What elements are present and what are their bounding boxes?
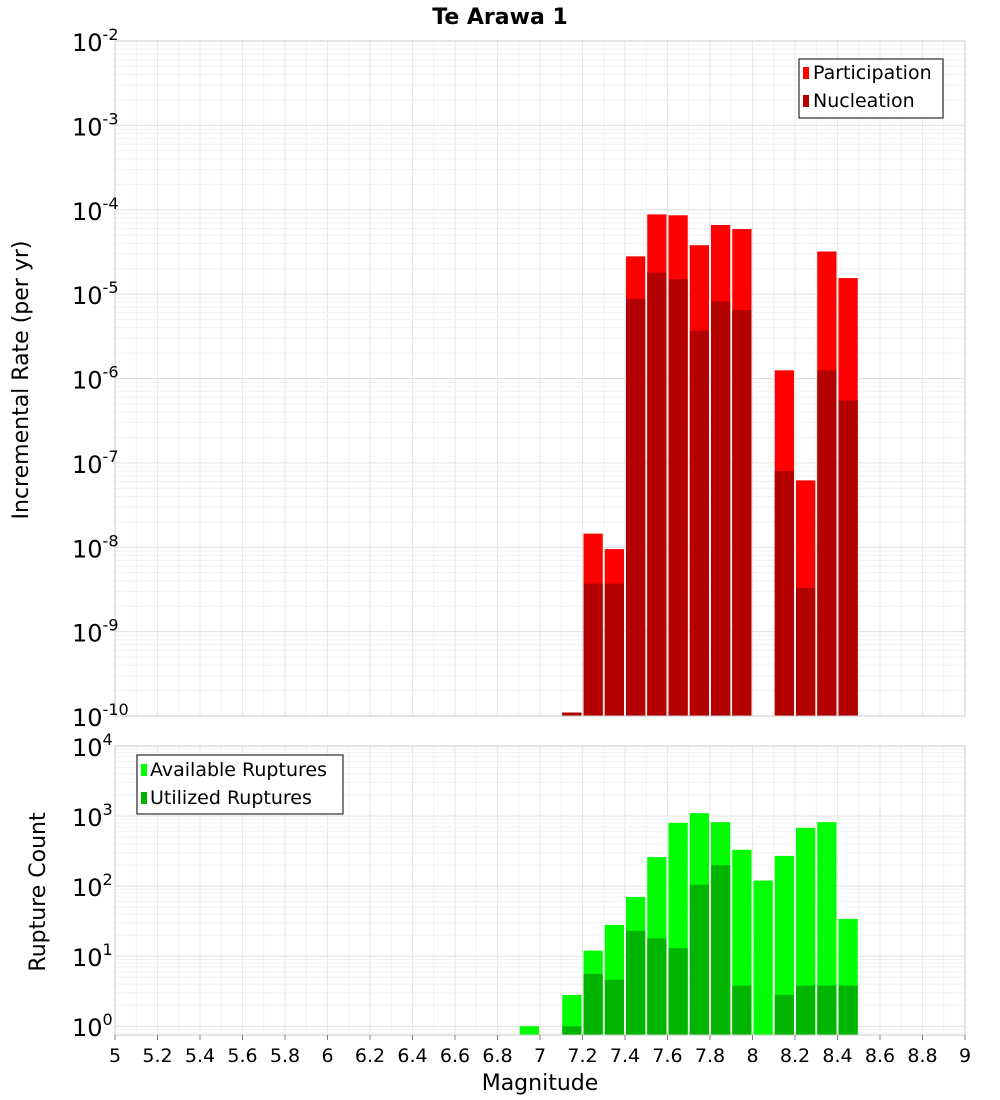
x-tick-label: 8.8 <box>907 1045 937 1067</box>
bottom-bar-utilized-ruptures <box>838 985 858 1035</box>
top-y-axis-label: Incremental Rate (per yr) <box>9 241 34 520</box>
bottom-y-tick-label: 102 <box>72 870 113 902</box>
x-tick-label: 5.2 <box>142 1045 172 1067</box>
top-bar-nucleation <box>626 298 646 716</box>
top-bar-nucleation <box>647 272 667 716</box>
x-tick-label: 7.2 <box>567 1045 597 1067</box>
bottom-legend: Available Ruptures Utilized Ruptures <box>136 754 344 815</box>
x-tick-label: 7.6 <box>652 1045 682 1067</box>
top-bar-nucleation <box>562 712 582 716</box>
top-bar-nucleation <box>774 471 794 716</box>
bottom-y-tick-labels: 100 101 102 103 104 <box>72 730 113 1042</box>
top-grid <box>114 41 966 717</box>
top-y-tick-label: 10-9 <box>72 616 119 648</box>
x-tick-label: 6.8 <box>482 1045 512 1067</box>
bottom-bar-utilized-ruptures <box>817 985 837 1035</box>
x-tick-label: 5.4 <box>185 1045 215 1067</box>
x-tick-label: 9 <box>959 1045 971 1067</box>
bottom-y-tick-label: 101 <box>72 940 113 972</box>
x-tick-label: 5.8 <box>270 1045 300 1067</box>
top-bar-nucleation <box>668 279 688 716</box>
bottom-bar-utilized-ruptures <box>668 948 688 1035</box>
bottom-bar-utilized-ruptures <box>774 994 794 1035</box>
x-tick-label: 8.4 <box>822 1045 852 1067</box>
bottom-bar-available-ruptures <box>796 827 816 1035</box>
top-rate-panel: 10-10 10-9 10-8 10-7 10-6 10-5 10-4 10-3 10-2 In… <box>9 25 966 732</box>
top-bar-nucleation <box>838 400 858 716</box>
bottom-bar-available-ruptures <box>519 1026 539 1035</box>
chart-title: Te Arawa 1 <box>432 5 568 30</box>
bottom-y-tick-label: 100 <box>72 1010 113 1042</box>
bottom-y-axis-label: Rupture Count <box>26 812 51 972</box>
x-tick-label: 8.2 <box>780 1045 810 1067</box>
bottom-bar-available-ruptures <box>774 855 794 1035</box>
bottom-legend-box <box>136 754 344 815</box>
bottom-bar-utilized-ruptures <box>711 865 731 1035</box>
x-tick-labels: 5 5.2 5.4 5.6 5.8 6 6.2 6.4 6.6 6.8 7 7.2 7.4 7.6 7.8 8… <box>109 1035 971 1067</box>
x-tick-label: 7 <box>534 1045 546 1067</box>
x-tick-label: 5.6 <box>227 1045 257 1067</box>
x-axis-label: Magnitude <box>482 1071 599 1096</box>
top-y-tick-label: 10-5 <box>72 278 119 310</box>
bottom-bar-utilized-ruptures <box>647 938 667 1035</box>
top-y-tick-label: 10-10 <box>72 700 129 732</box>
bottom-bar-utilized-ruptures <box>626 930 646 1035</box>
nucleation-legend-label: Nucleation <box>813 90 915 112</box>
x-tick-label: 6.2 <box>355 1045 385 1067</box>
top-bar-nucleation <box>817 370 837 716</box>
bottom-bar-available-ruptures <box>753 880 773 1035</box>
x-tick-label: 6.4 <box>397 1045 427 1067</box>
top-bar-nucleation <box>583 583 603 716</box>
top-y-tick-label: 10-2 <box>72 25 119 57</box>
bottom-bar-utilized-ruptures <box>583 973 603 1035</box>
bottom-bar-utilized-ruptures <box>689 884 709 1035</box>
bottom-bar-available-ruptures <box>562 994 582 1035</box>
participation-legend-swatch <box>803 67 809 79</box>
x-tick-label: 7.4 <box>610 1045 640 1067</box>
top-bar-nucleation <box>711 301 731 716</box>
x-tick-label: 8.6 <box>865 1045 895 1067</box>
bottom-y-tick-label: 103 <box>72 800 113 832</box>
top-y-tick-label: 10-7 <box>72 447 119 479</box>
bottom-bar-utilized-ruptures <box>732 985 752 1035</box>
bottom-y-tick-label: 104 <box>72 730 113 762</box>
bottom-bar-available-ruptures <box>817 822 837 1035</box>
x-tick-label: 6 <box>321 1045 333 1067</box>
top-bar-nucleation <box>604 583 624 716</box>
x-tick-label: 5 <box>109 1045 121 1067</box>
top-bars <box>562 214 858 717</box>
top-y-tick-label: 10-4 <box>72 194 119 226</box>
nucleation-legend-swatch <box>803 95 809 107</box>
x-tick-label: 6.6 <box>440 1045 470 1067</box>
available-ruptures-legend-label: Available Ruptures <box>150 759 327 781</box>
bottom-bar-utilized-ruptures <box>796 985 816 1035</box>
top-y-tick-label: 10-8 <box>72 531 119 563</box>
bottom-bar-utilized-ruptures <box>562 1026 582 1035</box>
x-tick-label: 7.8 <box>695 1045 725 1067</box>
bottom-count-panel: 100 101 102 103 104 5 5.2 5.4 5.6 5.8 6 6.2 6.4 6.6 6… <box>26 730 971 1096</box>
top-legend-box <box>798 58 944 119</box>
bottom-bar-utilized-ruptures <box>604 979 624 1035</box>
utilized-ruptures-legend-swatch <box>141 792 147 804</box>
participation-legend-label: Participation <box>813 62 932 84</box>
top-bar-nucleation <box>796 587 816 716</box>
top-bar-nucleation <box>689 330 709 716</box>
bottom-bars <box>519 813 858 1035</box>
top-y-tick-label: 10-6 <box>72 363 119 395</box>
available-ruptures-legend-swatch <box>141 764 147 776</box>
utilized-ruptures-legend-label: Utilized Ruptures <box>150 787 312 809</box>
top-plot-border <box>114 40 966 717</box>
top-bar-nucleation <box>732 309 752 716</box>
top-y-tick-label: 10-3 <box>72 109 119 141</box>
x-tick-label: 8 <box>746 1045 758 1067</box>
top-legend: Participation Nucleation <box>798 58 944 119</box>
top-y-tick-labels: 10-10 10-9 10-8 10-7 10-6 10-5 10-4 10-3 10-2 <box>72 25 129 732</box>
